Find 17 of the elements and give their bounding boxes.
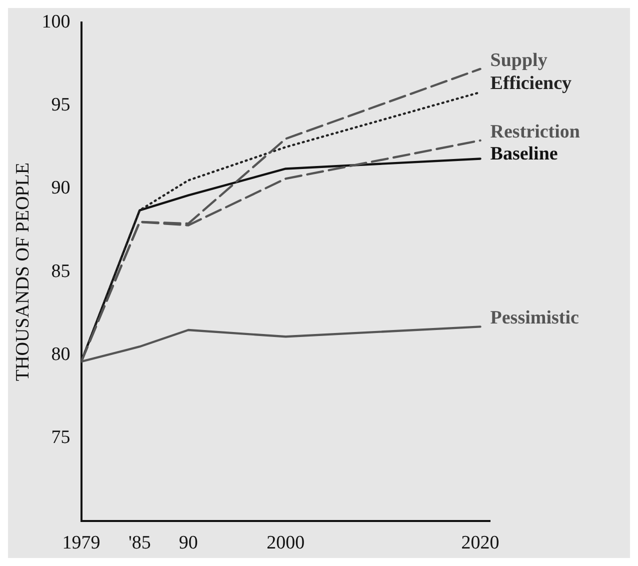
- y-tick-label: 80: [51, 344, 70, 365]
- y-tick-label: 95: [51, 94, 70, 116]
- series-label: Pessimistic: [490, 308, 579, 329]
- series-label: Supply: [490, 50, 548, 71]
- x-tick-label: 90: [178, 532, 198, 554]
- series-label: Baseline: [490, 143, 558, 164]
- y-tick-label: 90: [51, 178, 70, 199]
- x-tick-label: '85: [128, 532, 151, 554]
- y-axis-title: THOUSANDS OF PEOPLE: [12, 162, 34, 382]
- y-tick-label: 85: [51, 260, 70, 282]
- series-label: Efficiency: [490, 73, 572, 94]
- x-tick-label: 1979: [62, 532, 100, 554]
- series-label: Restriction: [490, 121, 580, 142]
- x-tick-label: 2020: [461, 532, 500, 554]
- y-tick-label: 75: [51, 427, 70, 448]
- y-tick-label: 100: [42, 11, 70, 32]
- x-tick-label: 2000: [266, 532, 305, 554]
